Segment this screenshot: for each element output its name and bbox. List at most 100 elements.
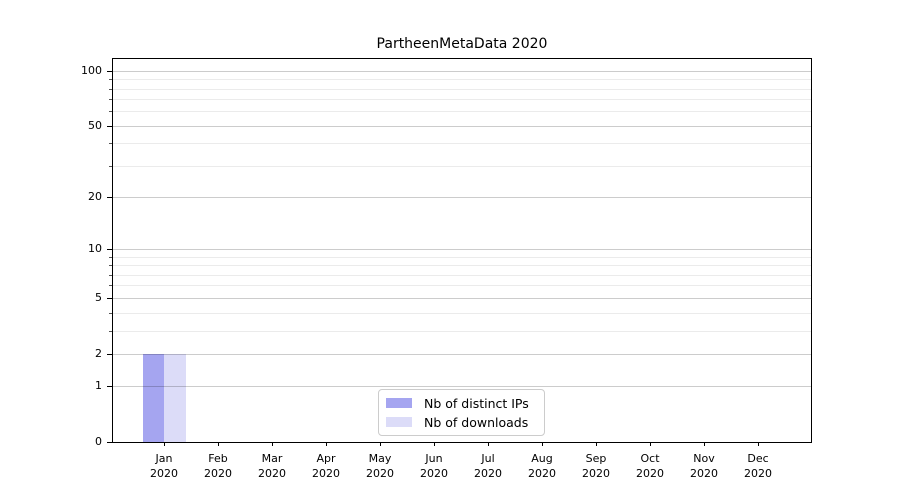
gridline-major	[113, 386, 811, 388]
gridline-minor	[113, 274, 811, 276]
gridline-minor	[113, 256, 811, 258]
x-tick	[326, 442, 327, 446]
x-tick	[542, 442, 543, 446]
x-tick	[758, 442, 759, 446]
gridline-minor	[113, 79, 811, 81]
y-minor-tick	[109, 99, 112, 101]
x-tick-label: Mar 2020	[242, 451, 302, 481]
y-minor-tick	[109, 256, 112, 258]
gridline-minor	[113, 285, 811, 287]
y-tick	[107, 249, 112, 251]
x-tick-label-year: 2020	[420, 467, 448, 480]
legend-entry: Nb of downloads	[386, 414, 544, 431]
x-tick-label: Feb 2020	[188, 451, 248, 481]
y-minor-tick	[109, 312, 112, 314]
x-tick-label-month: Jul	[481, 452, 495, 465]
x-tick-label: Oct 2020	[620, 451, 680, 481]
x-tick-label-year: 2020	[582, 467, 610, 480]
x-tick-label: May 2020	[350, 451, 410, 481]
y-tick-label: 100	[81, 63, 102, 77]
x-tick-label: Jan 2020	[134, 451, 194, 481]
x-tick-label-year: 2020	[204, 467, 232, 480]
y-tick-label: 10	[88, 242, 102, 256]
x-tick-label: Apr 2020	[296, 451, 356, 481]
x-tick-label: Jun 2020	[404, 451, 464, 481]
x-tick-label-month: Feb	[208, 452, 228, 465]
y-tick-label: 0	[95, 435, 102, 448]
x-tick	[596, 442, 597, 446]
x-tick-label-month: May	[368, 452, 392, 465]
legend-swatch	[386, 398, 412, 408]
x-tick-label: Aug 2020	[512, 451, 572, 481]
x-tick	[488, 442, 489, 446]
x-tick-label-year: 2020	[528, 467, 556, 480]
x-tick	[272, 442, 273, 446]
gridline-major	[113, 297, 811, 299]
x-tick-label: Sep 2020	[566, 451, 626, 481]
x-tick-label-year: 2020	[744, 467, 772, 480]
y-tick-label: 1	[95, 379, 102, 393]
legend-swatch	[386, 417, 412, 427]
x-tick-label-year: 2020	[690, 467, 718, 480]
gridline-minor	[113, 111, 811, 113]
y-tick	[107, 125, 112, 127]
x-tick-label-month: Aug	[531, 452, 553, 465]
bar	[164, 353, 186, 442]
gridline-minor	[113, 165, 811, 167]
y-tick-label: 5	[95, 290, 102, 304]
y-minor-tick	[109, 88, 112, 90]
gridline-major	[113, 353, 811, 355]
x-tick-label-year: 2020	[312, 467, 340, 480]
plot-area	[112, 58, 812, 443]
y-minor-tick	[109, 285, 112, 287]
legend-label: Nb of distinct IPs	[424, 395, 529, 411]
gridline-minor	[113, 99, 811, 101]
gridline-major	[113, 70, 811, 72]
chart-title: PartheenMetaData 2020	[376, 36, 548, 52]
x-tick-label-month: Oct	[640, 452, 660, 465]
gridline-minor	[113, 143, 811, 145]
legend-entry: Nb of distinct IPs	[386, 395, 544, 412]
x-tick	[218, 442, 219, 446]
x-tick-label-year: 2020	[366, 467, 394, 480]
y-tick-label: 20	[88, 190, 102, 204]
x-tick	[650, 442, 651, 446]
y-tick	[107, 386, 112, 388]
y-minor-tick	[109, 111, 112, 113]
legend: Nb of distinct IPs Nb of downloads	[378, 389, 545, 436]
gridline-major	[113, 125, 811, 127]
x-tick-label-year: 2020	[636, 467, 664, 480]
y-tick	[107, 442, 112, 443]
x-tick-label-month: Jun	[425, 452, 443, 465]
gridline-major	[113, 249, 811, 251]
x-tick-label-month: Sep	[585, 452, 607, 465]
x-tick	[704, 442, 705, 446]
y-tick	[107, 297, 112, 299]
bar	[142, 353, 164, 442]
y-minor-tick	[109, 79, 112, 81]
gridline-minor	[113, 265, 811, 267]
y-minor-tick	[109, 165, 112, 167]
y-minor-tick	[109, 330, 112, 332]
y-minor-tick	[109, 265, 112, 267]
x-tick	[380, 442, 381, 446]
gridline-minor	[113, 330, 811, 332]
y-minor-tick	[109, 143, 112, 145]
x-tick-label-month: Mar	[261, 452, 283, 465]
x-tick-label-month: Dec	[747, 452, 769, 465]
y-tick-label: 2	[95, 346, 102, 360]
y-tick-label: 50	[88, 118, 102, 132]
x-tick	[434, 442, 435, 446]
x-tick-label: Dec 2020	[728, 451, 788, 481]
y-tick	[107, 197, 112, 199]
y-minor-tick	[109, 274, 112, 276]
y-tick	[107, 353, 112, 355]
x-tick-label-year: 2020	[258, 467, 286, 480]
y-tick	[107, 70, 112, 72]
x-tick-label: Nov 2020	[674, 451, 734, 481]
x-tick	[164, 442, 165, 446]
gridline-major	[113, 197, 811, 199]
x-tick-label-year: 2020	[150, 467, 178, 480]
x-tick-label-month: Nov	[693, 452, 715, 465]
